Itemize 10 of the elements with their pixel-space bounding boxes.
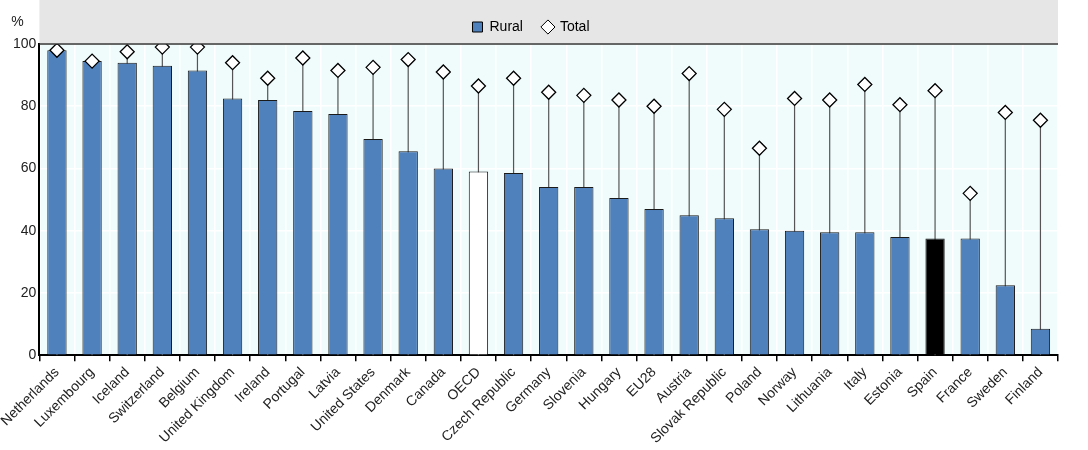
legend-label: Total bbox=[559, 17, 590, 34]
legend-label: Rural bbox=[489, 17, 523, 34]
y-tick-label: 80 bbox=[20, 97, 37, 114]
y-tick-label: 20 bbox=[20, 283, 37, 300]
y-tick-label: 60 bbox=[20, 159, 37, 176]
x-tick-label: Italy bbox=[840, 363, 870, 394]
y-tick-label: 0 bbox=[28, 346, 37, 362]
y-tick-label: 40 bbox=[20, 221, 37, 238]
y-axis-title: % bbox=[11, 12, 24, 29]
y-tick-label: 100 bbox=[13, 34, 37, 51]
